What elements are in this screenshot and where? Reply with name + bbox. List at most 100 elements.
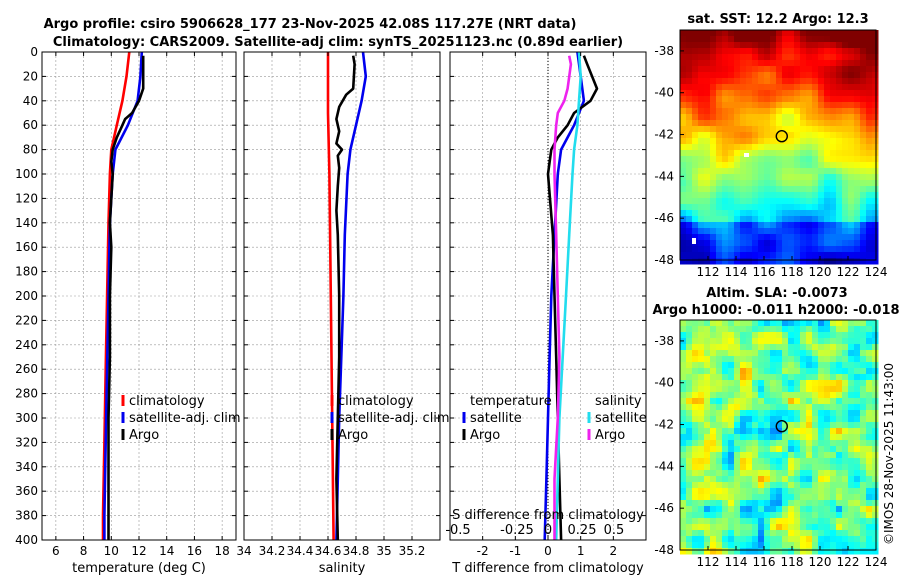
map-cell bbox=[842, 494, 849, 501]
map-cell bbox=[746, 518, 753, 525]
map-cell bbox=[818, 374, 825, 381]
map-cell bbox=[704, 476, 711, 483]
map-cell bbox=[854, 392, 861, 399]
map-cell bbox=[836, 482, 843, 489]
map-cell bbox=[794, 350, 801, 357]
map-cell bbox=[752, 150, 759, 157]
map-cell bbox=[758, 356, 765, 363]
map-cell bbox=[824, 78, 831, 85]
map-cell bbox=[806, 72, 813, 79]
map-cell bbox=[812, 428, 819, 435]
map-cell bbox=[734, 156, 741, 163]
map-cell bbox=[848, 228, 855, 235]
map-cell bbox=[704, 536, 711, 543]
map-cell bbox=[866, 374, 873, 381]
map-cell bbox=[830, 416, 837, 423]
map-cell bbox=[806, 332, 813, 339]
map-cell bbox=[788, 138, 795, 145]
map-cell bbox=[692, 96, 699, 103]
map-cell bbox=[716, 192, 723, 199]
map-cell bbox=[818, 126, 825, 133]
map-cell bbox=[758, 404, 765, 411]
map-cell bbox=[854, 168, 861, 175]
map-cell bbox=[716, 54, 723, 61]
map-cell bbox=[818, 530, 825, 537]
map-cell bbox=[710, 488, 717, 495]
map-cell bbox=[806, 66, 813, 73]
map-cell bbox=[782, 500, 789, 507]
map-cell bbox=[752, 332, 759, 339]
map-cell bbox=[752, 500, 759, 507]
map-cell bbox=[734, 350, 741, 357]
map-cell bbox=[722, 374, 729, 381]
map-cell bbox=[698, 482, 705, 489]
map-cell bbox=[686, 186, 693, 193]
map-cell bbox=[872, 524, 879, 531]
map-cell bbox=[686, 258, 693, 265]
map-cell bbox=[860, 350, 867, 357]
map-cell bbox=[764, 332, 771, 339]
map-cell bbox=[806, 102, 813, 109]
map-cell bbox=[800, 252, 807, 259]
map-cell bbox=[746, 410, 753, 417]
y-tick-label: 60 bbox=[23, 118, 38, 132]
map-cell bbox=[776, 162, 783, 169]
map-cell bbox=[764, 344, 771, 351]
map-cell bbox=[770, 506, 777, 513]
map-cell bbox=[806, 252, 813, 259]
map-cell bbox=[848, 368, 855, 375]
map-cell bbox=[764, 42, 771, 49]
map-cell bbox=[866, 326, 873, 333]
map-cell bbox=[770, 512, 777, 519]
map-cell bbox=[794, 138, 801, 145]
map-cell bbox=[872, 386, 879, 393]
land-speck bbox=[692, 238, 696, 244]
map-cell bbox=[710, 422, 717, 429]
map-cell bbox=[848, 374, 855, 381]
map-cell bbox=[830, 458, 837, 465]
map-cell bbox=[800, 524, 807, 531]
map-cell bbox=[842, 114, 849, 121]
map-cell bbox=[836, 392, 843, 399]
map-cell bbox=[872, 234, 879, 241]
map-cell bbox=[776, 150, 783, 157]
map-cell bbox=[824, 198, 831, 205]
map-cell bbox=[698, 350, 705, 357]
map-cell bbox=[680, 138, 687, 145]
map-cell bbox=[740, 476, 747, 483]
series-satellite-adj-clim bbox=[335, 51, 368, 541]
map-cell bbox=[872, 108, 879, 115]
s-tick-label: 0 bbox=[544, 523, 552, 538]
map-cell bbox=[698, 374, 705, 381]
map-cell bbox=[824, 422, 831, 429]
map-cell bbox=[752, 464, 759, 471]
map-y-tick-label: -38 bbox=[654, 44, 674, 58]
map-cell bbox=[734, 90, 741, 97]
map-cell bbox=[866, 192, 873, 199]
map-cell bbox=[782, 90, 789, 97]
map-cell bbox=[728, 362, 735, 369]
map-cell bbox=[794, 174, 801, 181]
map-cell bbox=[758, 530, 765, 537]
map-cell bbox=[722, 548, 729, 555]
map-cell bbox=[758, 506, 765, 513]
map-cell bbox=[746, 90, 753, 97]
map-cell bbox=[722, 416, 729, 423]
map-cell bbox=[776, 512, 783, 519]
map-x-tick-label: 112 bbox=[697, 265, 720, 279]
map-cell bbox=[824, 234, 831, 241]
map-cell bbox=[860, 204, 867, 211]
map-cell bbox=[812, 416, 819, 423]
map-cell bbox=[728, 536, 735, 543]
map-cell bbox=[734, 434, 741, 441]
map-cell bbox=[704, 252, 711, 259]
map-cell bbox=[764, 186, 771, 193]
map-cell bbox=[722, 246, 729, 253]
map-cell bbox=[782, 464, 789, 471]
map-cell bbox=[782, 30, 789, 37]
map-cell bbox=[854, 252, 861, 259]
map-cell bbox=[752, 362, 759, 369]
map-cell bbox=[842, 222, 849, 229]
map-cell bbox=[704, 386, 711, 393]
map-cell bbox=[710, 198, 717, 205]
